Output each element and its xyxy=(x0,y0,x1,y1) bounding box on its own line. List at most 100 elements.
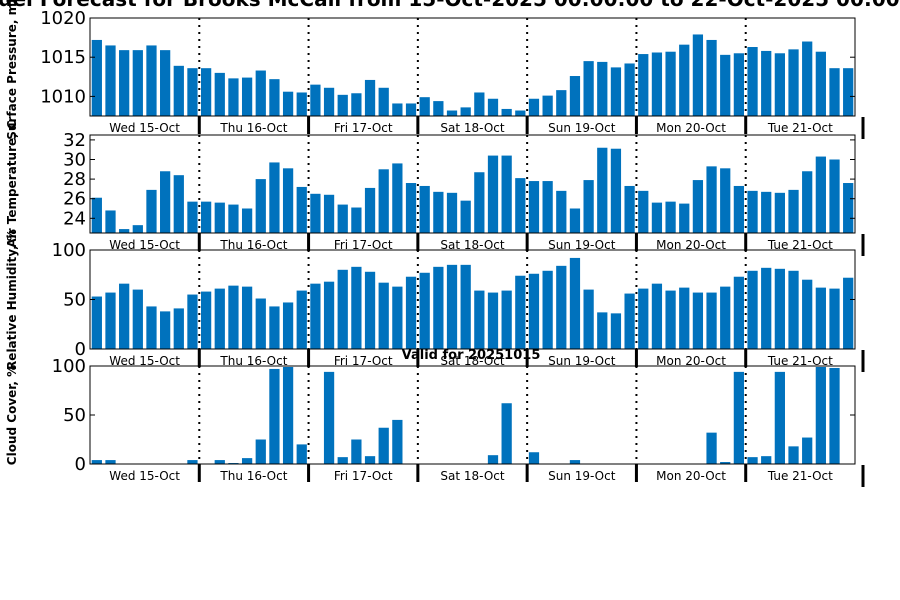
bar xyxy=(241,458,253,464)
bar xyxy=(761,191,772,233)
bar xyxy=(364,456,376,464)
day-label: Thu 16-Oct xyxy=(219,354,287,368)
bar xyxy=(774,192,785,233)
bar xyxy=(515,110,526,116)
bar xyxy=(651,52,663,116)
bar xyxy=(433,101,444,116)
bar xyxy=(200,201,212,233)
day-label: Sun 19-Oct xyxy=(548,469,616,483)
y-tick-label: 0 xyxy=(75,454,86,475)
bar xyxy=(310,84,321,116)
bar xyxy=(597,147,608,233)
bar xyxy=(105,210,116,233)
axes-frame xyxy=(89,134,856,234)
bar xyxy=(446,192,458,233)
bar xyxy=(569,257,581,349)
bar xyxy=(501,108,512,116)
bar xyxy=(310,283,321,349)
day-label: Tue 21-Oct xyxy=(767,121,833,135)
bar xyxy=(665,290,676,349)
bar xyxy=(255,179,266,233)
bar xyxy=(160,171,171,233)
y-axis-label: Relative Humidity, % xyxy=(5,229,19,370)
bar xyxy=(105,45,116,116)
bar xyxy=(173,308,184,349)
day-label: Wed 15-Oct xyxy=(109,469,180,483)
bar xyxy=(378,87,389,116)
bar xyxy=(638,54,649,116)
bar xyxy=(802,437,813,464)
bar xyxy=(296,186,307,233)
bar xyxy=(815,366,826,464)
bar xyxy=(597,61,608,116)
bar xyxy=(706,166,717,233)
bar xyxy=(829,68,840,116)
bar xyxy=(542,270,553,349)
bar xyxy=(638,288,649,349)
day-label: Wed 15-Oct xyxy=(109,354,180,368)
bar xyxy=(474,290,485,349)
bar xyxy=(337,204,348,233)
bar xyxy=(788,270,799,349)
bar xyxy=(255,70,266,116)
day-label: Sat 18-Oct xyxy=(440,354,504,368)
day-label: Sat 18-Oct xyxy=(440,121,504,135)
bar xyxy=(487,292,499,349)
bar xyxy=(692,180,704,233)
bar xyxy=(337,269,348,349)
bar xyxy=(829,159,840,233)
bar xyxy=(542,95,553,116)
bar xyxy=(638,190,649,233)
y-tick-label: 1015 xyxy=(40,47,86,68)
bar xyxy=(761,50,772,116)
y-tick-label: 30 xyxy=(63,150,86,171)
day-label: Mon 20-Oct xyxy=(656,469,726,483)
bar xyxy=(583,61,594,116)
y-tick-label: 32 xyxy=(63,130,86,151)
bar xyxy=(460,264,471,349)
bar xyxy=(337,94,348,116)
bar xyxy=(119,50,130,116)
day-label: Fri 17-Oct xyxy=(334,354,393,368)
axes-frame xyxy=(89,17,856,117)
bar xyxy=(774,53,785,116)
bar xyxy=(296,444,307,464)
bar xyxy=(501,403,512,464)
bar xyxy=(706,432,717,464)
bar xyxy=(405,183,417,233)
bar xyxy=(241,77,253,116)
bar xyxy=(241,286,253,349)
bar xyxy=(610,67,622,116)
day-label: Sun 19-Oct xyxy=(548,354,616,368)
bar xyxy=(474,92,485,116)
bar xyxy=(556,90,567,116)
bar xyxy=(802,41,813,116)
bar xyxy=(569,208,581,233)
bar xyxy=(815,51,826,116)
bar xyxy=(392,103,403,116)
bar xyxy=(405,276,417,349)
bar xyxy=(515,275,526,349)
bar xyxy=(788,446,799,464)
bar xyxy=(91,296,102,349)
bar xyxy=(323,281,335,349)
bar xyxy=(310,193,321,233)
bar xyxy=(132,50,143,116)
bar xyxy=(282,366,294,464)
day-label: Tue 21-Oct xyxy=(767,238,833,252)
bar xyxy=(515,178,526,233)
bar xyxy=(160,311,171,349)
y-tick-label: 1020 xyxy=(40,8,86,29)
bar xyxy=(501,155,512,233)
bar xyxy=(433,266,444,349)
bar xyxy=(569,460,581,464)
bar xyxy=(296,92,307,116)
bar xyxy=(228,285,239,349)
bar xyxy=(651,202,663,233)
bar xyxy=(187,68,198,116)
valid-title: Valid for 20251015 xyxy=(402,348,541,363)
day-label: Wed 15-Oct xyxy=(109,121,180,135)
y-tick-label: 50 xyxy=(63,290,86,311)
